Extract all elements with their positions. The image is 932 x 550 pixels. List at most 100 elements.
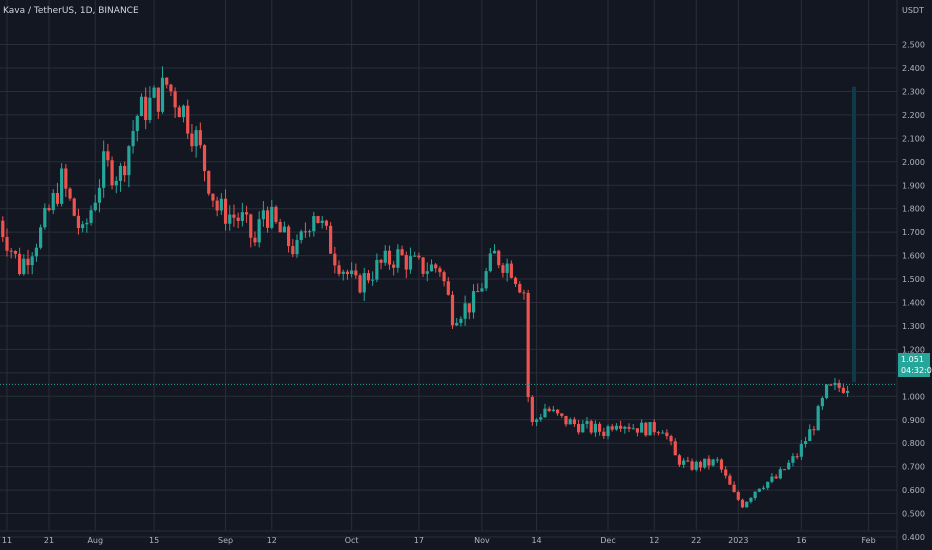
candle-body[interactable] xyxy=(291,246,295,255)
candle-body[interactable] xyxy=(576,424,581,433)
candle-body[interactable] xyxy=(606,426,610,437)
candle-body[interactable] xyxy=(518,284,522,293)
candle-body[interactable] xyxy=(383,250,387,263)
candle-body[interactable] xyxy=(186,105,190,134)
candle-body[interactable] xyxy=(438,268,442,273)
candle-body[interactable] xyxy=(110,160,114,186)
candle-body[interactable] xyxy=(619,425,623,429)
candle-body[interactable] xyxy=(791,456,795,463)
candle-body[interactable] xyxy=(392,264,396,268)
candle-body[interactable] xyxy=(202,145,207,172)
candle-body[interactable] xyxy=(661,432,665,434)
candle-body[interactable] xyxy=(404,255,408,270)
candle-body[interactable] xyxy=(770,476,774,482)
candle-body[interactable] xyxy=(358,275,362,293)
candle-body[interactable] xyxy=(757,488,761,492)
candle-body[interactable] xyxy=(526,292,530,397)
candle-body[interactable] xyxy=(76,215,81,229)
candle-body[interactable] xyxy=(417,255,421,258)
candle-body[interactable] xyxy=(265,210,270,228)
candle-body[interactable] xyxy=(81,224,85,229)
candle-body[interactable] xyxy=(568,419,572,425)
candle-body[interactable] xyxy=(156,87,160,112)
candle-body[interactable] xyxy=(547,408,551,412)
candle-body[interactable] xyxy=(413,255,417,257)
candle-body[interactable] xyxy=(450,294,455,326)
candle-body[interactable] xyxy=(270,206,274,228)
candle-body[interactable] xyxy=(261,210,265,220)
candle-body[interactable] xyxy=(286,226,291,247)
candle-body[interactable] xyxy=(534,419,539,422)
candle-body[interactable] xyxy=(555,409,560,414)
candle-body[interactable] xyxy=(106,151,110,161)
candle-body[interactable] xyxy=(379,259,383,263)
candle-body[interactable] xyxy=(476,291,480,293)
candle-body[interactable] xyxy=(665,432,669,437)
candle-body[interactable] xyxy=(47,207,51,211)
candle-body[interactable] xyxy=(581,423,585,433)
candle-body[interactable] xyxy=(593,423,598,433)
candle-body[interactable] xyxy=(177,107,181,118)
candle-body[interactable] xyxy=(18,253,22,275)
candle-body[interactable] xyxy=(308,231,312,233)
candle-body[interactable] xyxy=(736,492,740,500)
candle-body[interactable] xyxy=(131,131,135,147)
candle-body[interactable] xyxy=(89,210,93,223)
candle-body[interactable] xyxy=(194,130,198,147)
candle-body[interactable] xyxy=(522,292,526,294)
candle-body[interactable] xyxy=(728,475,732,485)
candle-body[interactable] xyxy=(123,165,127,176)
candle-body[interactable] xyxy=(295,240,299,255)
candles[interactable] xyxy=(0,66,850,509)
candle-body[interactable] xyxy=(774,476,778,479)
candle-body[interactable] xyxy=(274,206,278,222)
candle-body[interactable] xyxy=(677,455,682,465)
candle-body[interactable] xyxy=(320,220,324,223)
candle-body[interactable] xyxy=(118,165,123,181)
candle-body[interactable] xyxy=(13,250,18,254)
candle-body[interactable] xyxy=(539,417,543,420)
candle-body[interactable] xyxy=(198,130,202,146)
candle-body[interactable] xyxy=(644,422,648,436)
candle-body[interactable] xyxy=(648,422,652,436)
candle-body[interactable] xyxy=(232,214,236,218)
candle-body[interactable] xyxy=(724,469,728,476)
candle-body[interactable] xyxy=(698,461,703,468)
candle-body[interactable] xyxy=(816,406,820,431)
candle-body[interactable] xyxy=(22,258,26,275)
candle-body[interactable] xyxy=(501,265,505,273)
candle-body[interactable] xyxy=(488,253,492,272)
candle-body[interactable] xyxy=(366,273,371,281)
candle-body[interactable] xyxy=(425,271,429,274)
candle-body[interactable] xyxy=(740,499,745,508)
time-axis[interactable]: 11 21 Aug 15 Sep 12 Oct 17 Nov 14 Dec 12 22 2023 16 Feb xyxy=(0,530,897,545)
candle-body[interactable] xyxy=(333,253,337,266)
candle-body[interactable] xyxy=(278,221,282,233)
candle-body[interactable] xyxy=(492,250,497,254)
candle-body[interactable] xyxy=(9,250,13,252)
candle-body[interactable] xyxy=(329,225,333,254)
candle-body[interactable] xyxy=(778,469,782,479)
candle-body[interactable] xyxy=(102,151,106,188)
candle-body[interactable] xyxy=(345,271,350,275)
candle-body[interactable] xyxy=(144,96,148,121)
candle-body[interactable] xyxy=(375,259,379,280)
candle-body[interactable] xyxy=(190,133,194,147)
candle-body[interactable] xyxy=(824,384,829,398)
candle-body[interactable] xyxy=(354,270,358,276)
candle-body[interactable] xyxy=(480,288,484,292)
candle-body[interactable] xyxy=(484,271,488,289)
candle-body[interactable] xyxy=(371,279,375,281)
candle-body[interactable] xyxy=(459,318,463,323)
candle-body[interactable] xyxy=(135,116,139,132)
candle-body[interactable] xyxy=(228,214,232,224)
candle-body[interactable] xyxy=(656,432,661,434)
candle-body[interactable] xyxy=(64,168,68,189)
candle-body[interactable] xyxy=(215,200,219,211)
candle-body[interactable] xyxy=(408,256,413,270)
candle-body[interactable] xyxy=(761,487,766,489)
candle-body[interactable] xyxy=(51,192,55,211)
candle-body[interactable] xyxy=(316,216,320,223)
candle-body[interactable] xyxy=(803,441,808,445)
